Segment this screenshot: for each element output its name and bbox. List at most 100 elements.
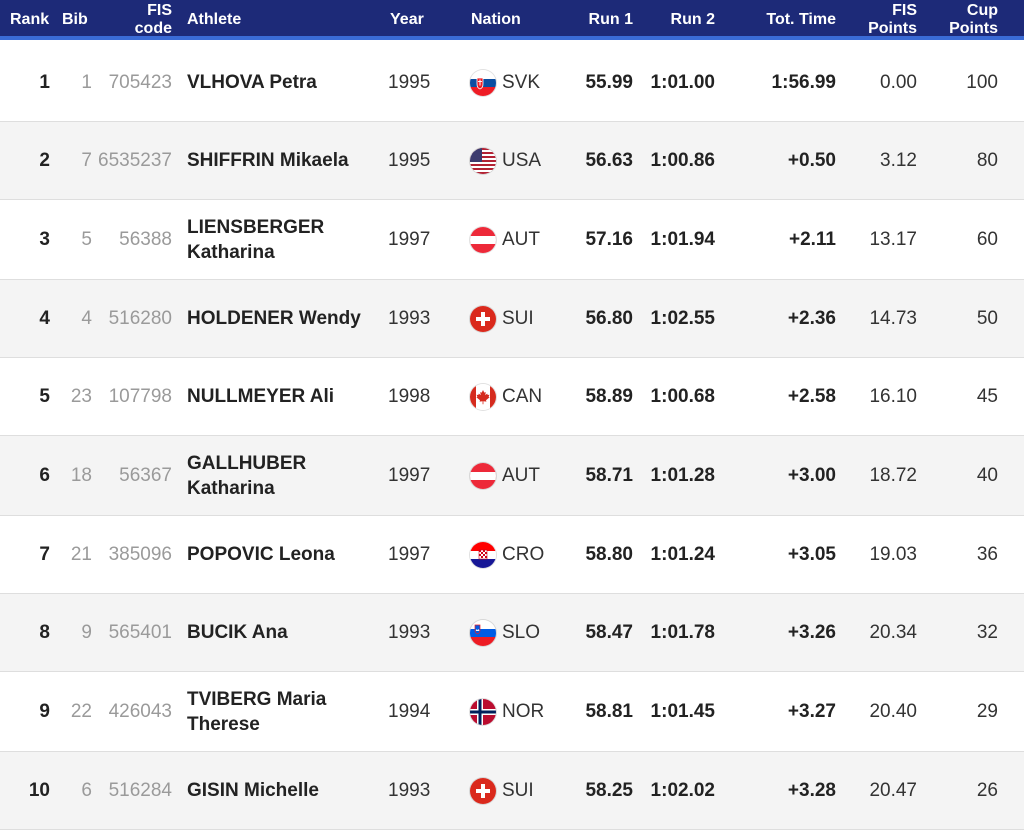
run2-cell: 1:01.00 bbox=[650, 71, 715, 93]
year-cell: 1995 bbox=[388, 71, 431, 93]
tot-time-cell: +2.36 bbox=[787, 307, 836, 329]
athlete-name-line1: GISIN Michelle bbox=[187, 780, 319, 801]
nation-code: SUI bbox=[502, 307, 534, 329]
run2-cell: 1:02.02 bbox=[650, 779, 715, 801]
athlete-cell[interactable]: LIENSBERGER Katharina bbox=[187, 200, 382, 279]
fis-points-cell: 14.73 bbox=[869, 307, 917, 329]
bib-cell: 1 bbox=[81, 71, 92, 93]
header-tot-time[interactable]: Tot. Time bbox=[766, 11, 836, 28]
header-cup-points-line1: Cup bbox=[966, 2, 998, 19]
table-row[interactable]: 4 4 516280 HOLDENER Wendy 1993 SUI 56.80… bbox=[0, 280, 1024, 358]
nation-code: SLO bbox=[502, 621, 541, 643]
athlete-name[interactable]: GALLHUBER Katharina bbox=[187, 451, 306, 501]
fis-points-cell: 19.03 bbox=[869, 543, 917, 565]
nation-cell: SVK bbox=[470, 44, 560, 121]
nation-code: USA bbox=[502, 149, 542, 171]
fis-code-cell: 705423 bbox=[108, 71, 172, 93]
table-row[interactable]: 6 18 56367 GALLHUBER Katharina 1997 AUT … bbox=[0, 436, 1024, 516]
year-cell: 1993 bbox=[388, 307, 431, 329]
table-row[interactable]: 5 23 107798 NULLMEYER Ali 1998 CAN 58.89… bbox=[0, 358, 1024, 436]
header-year[interactable]: Year bbox=[390, 11, 424, 28]
nation-code: SUI bbox=[502, 779, 534, 801]
tot-time-cell: +3.26 bbox=[787, 621, 836, 643]
header-athlete[interactable]: Athlete bbox=[187, 11, 242, 28]
athlete-name-line1: GALLHUBER bbox=[187, 452, 307, 474]
athlete-name[interactable]: TVIBERG Maria Therese bbox=[187, 687, 326, 737]
fis-code-cell: 565401 bbox=[108, 621, 172, 643]
table-row[interactable]: 8 9 565401 BUCIK Ana 1993 SLO 58.47 1:01… bbox=[0, 594, 1024, 672]
fis-code-cell: 426043 bbox=[108, 700, 172, 722]
athlete-name[interactable]: NULLMEYER Ali bbox=[187, 384, 334, 409]
athlete-cell[interactable]: NULLMEYER Ali bbox=[187, 358, 382, 435]
year-cell: 1997 bbox=[388, 228, 431, 250]
cup-points-cell: 36 bbox=[976, 543, 998, 565]
header-fis-points-line2: Points bbox=[868, 20, 917, 37]
athlete-cell[interactable]: BUCIK Ana bbox=[187, 594, 382, 671]
athlete-name[interactable]: VLHOVA Petra bbox=[187, 70, 317, 95]
athlete-cell[interactable]: TVIBERG Maria Therese bbox=[187, 672, 382, 751]
cup-points-cell: 45 bbox=[976, 385, 998, 407]
tot-time-cell: +3.27 bbox=[787, 700, 836, 722]
table-row[interactable]: 7 21 385096 POPOVIC Leona 1997 CRO 58.80… bbox=[0, 516, 1024, 594]
table-row[interactable]: 3 5 56388 LIENSBERGER Katharina 1997 AUT… bbox=[0, 200, 1024, 280]
usa-flag-icon bbox=[470, 147, 496, 174]
run2-cell: 1:01.24 bbox=[650, 543, 715, 565]
table-row[interactable]: 1 1 705423 VLHOVA Petra 1995 SVK 55.99 1… bbox=[0, 44, 1024, 122]
athlete-name[interactable]: LIENSBERGER Katharina bbox=[187, 215, 324, 265]
fis-code-cell: 6535237 bbox=[98, 149, 172, 171]
rank-cell: 3 bbox=[39, 228, 50, 250]
header-fis-code[interactable]: FIS code bbox=[120, 0, 172, 40]
fis-points-cell: 20.34 bbox=[869, 621, 917, 643]
bib-cell: 4 bbox=[81, 307, 92, 329]
athlete-name-line1: LIENSBERGER bbox=[187, 216, 325, 238]
run1-cell: 58.47 bbox=[585, 621, 633, 643]
athlete-name[interactable]: BUCIK Ana bbox=[187, 620, 288, 645]
athlete-name-line2: Katharina bbox=[187, 477, 275, 499]
athlete-name[interactable]: POPOVIC Leona bbox=[187, 542, 335, 567]
nation-code: AUT bbox=[502, 464, 540, 486]
fis-code-cell: 516284 bbox=[108, 779, 172, 801]
header-fis-points[interactable]: FIS Points bbox=[850, 0, 917, 40]
run2-cell: 1:02.55 bbox=[650, 307, 715, 329]
cup-points-cell: 80 bbox=[976, 149, 998, 171]
athlete-cell[interactable]: HOLDENER Wendy bbox=[187, 280, 382, 357]
table-row[interactable]: 9 22 426043 TVIBERG Maria Therese 1994 N… bbox=[0, 672, 1024, 752]
header-bib[interactable]: Bib bbox=[62, 11, 88, 28]
tot-time-cell: +3.00 bbox=[787, 464, 836, 486]
header-run1[interactable]: Run 1 bbox=[588, 11, 633, 28]
athlete-cell[interactable]: POPOVIC Leona bbox=[187, 516, 382, 593]
table-row[interactable]: 10 6 516284 GISIN Michelle 1993 SUI 58.2… bbox=[0, 752, 1024, 830]
athlete-name-line1: HOLDENER Wendy bbox=[187, 308, 361, 329]
bib-cell: 9 bbox=[81, 621, 92, 643]
run1-cell: 55.99 bbox=[585, 71, 633, 93]
athlete-cell[interactable]: SHIFFRIN Mikaela bbox=[187, 122, 382, 199]
run1-cell: 58.25 bbox=[585, 779, 633, 801]
athlete-name[interactable]: SHIFFRIN Mikaela bbox=[187, 148, 349, 173]
header-nation[interactable]: Nation bbox=[471, 11, 521, 28]
tot-time-cell: +2.58 bbox=[787, 385, 836, 407]
table-body: 1 1 705423 VLHOVA Petra 1995 SVK 55.99 1… bbox=[0, 44, 1024, 830]
table-row[interactable]: 2 7 6535237 SHIFFRIN Mikaela 1995 USA 56… bbox=[0, 122, 1024, 200]
rank-cell: 7 bbox=[39, 543, 50, 565]
switzerland-flag-icon bbox=[470, 777, 496, 804]
tot-time-cell: 1:56.99 bbox=[771, 71, 836, 93]
cup-points-cell: 29 bbox=[976, 700, 998, 722]
athlete-name[interactable]: HOLDENER Wendy bbox=[187, 306, 361, 331]
year-cell: 1995 bbox=[388, 149, 431, 171]
run2-cell: 1:01.28 bbox=[650, 464, 715, 486]
bib-cell: 7 bbox=[81, 149, 92, 171]
athlete-name[interactable]: GISIN Michelle bbox=[187, 778, 319, 803]
athlete-cell[interactable]: VLHOVA Petra bbox=[187, 44, 382, 121]
header-rank[interactable]: Rank bbox=[10, 11, 50, 28]
rank-cell: 9 bbox=[39, 700, 50, 722]
nation-code: CAN bbox=[502, 385, 543, 407]
athlete-name-line1: POPOVIC Leona bbox=[187, 544, 335, 565]
switzerland-flag-icon bbox=[470, 305, 496, 332]
header-run2[interactable]: Run 2 bbox=[670, 11, 715, 28]
header-cup-points[interactable]: Cup Points bbox=[930, 0, 998, 40]
athlete-cell[interactable]: GISIN Michelle bbox=[187, 752, 382, 829]
rank-cell: 2 bbox=[39, 149, 50, 171]
cup-points-cell: 32 bbox=[976, 621, 998, 643]
athlete-cell[interactable]: GALLHUBER Katharina bbox=[187, 436, 382, 515]
